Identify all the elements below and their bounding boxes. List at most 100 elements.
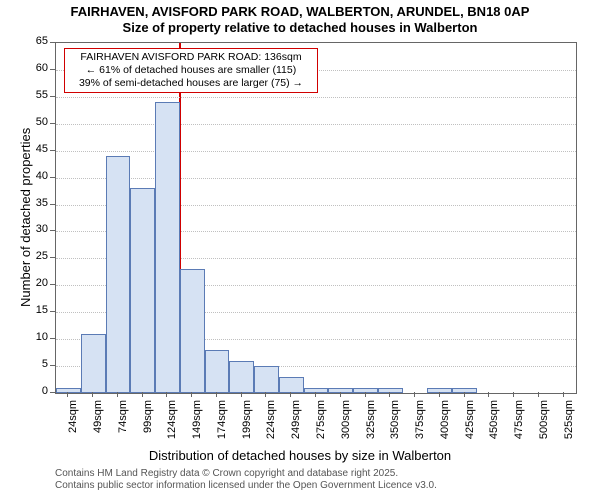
ytick-mark	[50, 177, 55, 178]
xtick-mark	[290, 392, 291, 397]
plot-area	[55, 42, 577, 394]
histogram-bar	[229, 361, 254, 393]
gridline-h	[56, 178, 576, 179]
ytick-mark	[50, 150, 55, 151]
ytick-mark	[50, 42, 55, 43]
xtick-mark	[117, 392, 118, 397]
ytick-mark	[50, 257, 55, 258]
ytick-label: 60	[20, 62, 48, 74]
xtick-mark	[265, 392, 266, 397]
chart-title-main: FAIRHAVEN, AVISFORD PARK ROAD, WALBERTON…	[0, 4, 600, 19]
xtick-label: 425sqm	[464, 400, 476, 450]
xtick-mark	[142, 392, 143, 397]
credit-line: Contains HM Land Registry data © Crown c…	[55, 468, 437, 480]
xtick-mark	[67, 392, 68, 397]
ytick-mark	[50, 338, 55, 339]
ytick-label: 40	[20, 170, 48, 182]
xtick-mark	[365, 392, 366, 397]
xtick-label: 174sqm	[216, 400, 228, 450]
ytick-label: 10	[20, 331, 48, 343]
ytick-label: 50	[20, 116, 48, 128]
ytick-mark	[50, 69, 55, 70]
histogram-bar	[106, 156, 131, 393]
xtick-mark	[166, 392, 167, 397]
ytick-mark	[50, 123, 55, 124]
ytick-label: 30	[20, 223, 48, 235]
xtick-label: 149sqm	[191, 400, 203, 450]
ytick-label: 15	[20, 304, 48, 316]
xtick-label: 249sqm	[290, 400, 302, 450]
annotation-box: FAIRHAVEN AVISFORD PARK ROAD: 136sqm ← 6…	[64, 48, 318, 93]
xtick-label: 99sqm	[142, 400, 154, 450]
gridline-h	[56, 97, 576, 98]
xtick-mark	[315, 392, 316, 397]
chart-container: FAIRHAVEN, AVISFORD PARK ROAD, WALBERTON…	[0, 0, 600, 500]
xtick-mark	[92, 392, 93, 397]
xtick-mark	[563, 392, 564, 397]
x-axis-label: Distribution of detached houses by size …	[0, 448, 600, 463]
credit-line: Contains public sector information licen…	[55, 480, 437, 492]
annotation-line: FAIRHAVEN AVISFORD PARK ROAD: 136sqm	[69, 51, 313, 64]
xtick-label: 124sqm	[166, 400, 178, 450]
histogram-bar	[353, 388, 378, 393]
xtick-label: 49sqm	[92, 400, 104, 450]
xtick-label: 300sqm	[340, 400, 352, 450]
ytick-label: 65	[20, 35, 48, 47]
xtick-mark	[538, 392, 539, 397]
xtick-mark	[513, 392, 514, 397]
xtick-label: 199sqm	[241, 400, 253, 450]
xtick-mark	[439, 392, 440, 397]
xtick-label: 74sqm	[117, 400, 129, 450]
xtick-mark	[340, 392, 341, 397]
xtick-label: 525sqm	[563, 400, 575, 450]
xtick-label: 24sqm	[67, 400, 79, 450]
ytick-label: 25	[20, 250, 48, 262]
histogram-bar	[155, 102, 180, 393]
ytick-mark	[50, 204, 55, 205]
xtick-label: 325sqm	[365, 400, 377, 450]
gridline-h	[56, 124, 576, 125]
xtick-mark	[241, 392, 242, 397]
xtick-mark	[414, 392, 415, 397]
ytick-mark	[50, 365, 55, 366]
histogram-bar	[254, 366, 279, 393]
xtick-mark	[488, 392, 489, 397]
annotation-line: ← 61% of detached houses are smaller (11…	[69, 64, 313, 77]
xtick-label: 275sqm	[315, 400, 327, 450]
histogram-bar	[205, 350, 230, 393]
ytick-mark	[50, 284, 55, 285]
histogram-bar	[452, 388, 477, 393]
ytick-label: 35	[20, 197, 48, 209]
histogram-bar	[130, 188, 155, 393]
annotation-line: 39% of semi-detached houses are larger (…	[69, 77, 313, 90]
xtick-label: 375sqm	[414, 400, 426, 450]
ytick-label: 5	[20, 358, 48, 370]
gridline-h	[56, 151, 576, 152]
xtick-mark	[216, 392, 217, 397]
ytick-label: 0	[20, 385, 48, 397]
histogram-bar	[81, 334, 106, 393]
ytick-mark	[50, 311, 55, 312]
xtick-label: 500sqm	[538, 400, 550, 450]
ytick-mark	[50, 96, 55, 97]
xtick-mark	[464, 392, 465, 397]
credit-text: Contains HM Land Registry data © Crown c…	[55, 468, 437, 492]
xtick-label: 475sqm	[513, 400, 525, 450]
xtick-label: 400sqm	[439, 400, 451, 450]
histogram-bar	[180, 269, 205, 393]
xtick-label: 224sqm	[265, 400, 277, 450]
xtick-label: 350sqm	[389, 400, 401, 450]
xtick-mark	[191, 392, 192, 397]
ytick-label: 45	[20, 143, 48, 155]
ytick-mark	[50, 230, 55, 231]
histogram-bar	[56, 388, 81, 393]
ytick-mark	[50, 392, 55, 393]
histogram-bar	[427, 388, 452, 393]
histogram-bar	[279, 377, 304, 393]
ytick-label: 20	[20, 277, 48, 289]
histogram-bar	[328, 388, 353, 393]
xtick-label: 450sqm	[488, 400, 500, 450]
chart-title-sub: Size of property relative to detached ho…	[0, 20, 600, 35]
xtick-mark	[389, 392, 390, 397]
ytick-label: 55	[20, 89, 48, 101]
